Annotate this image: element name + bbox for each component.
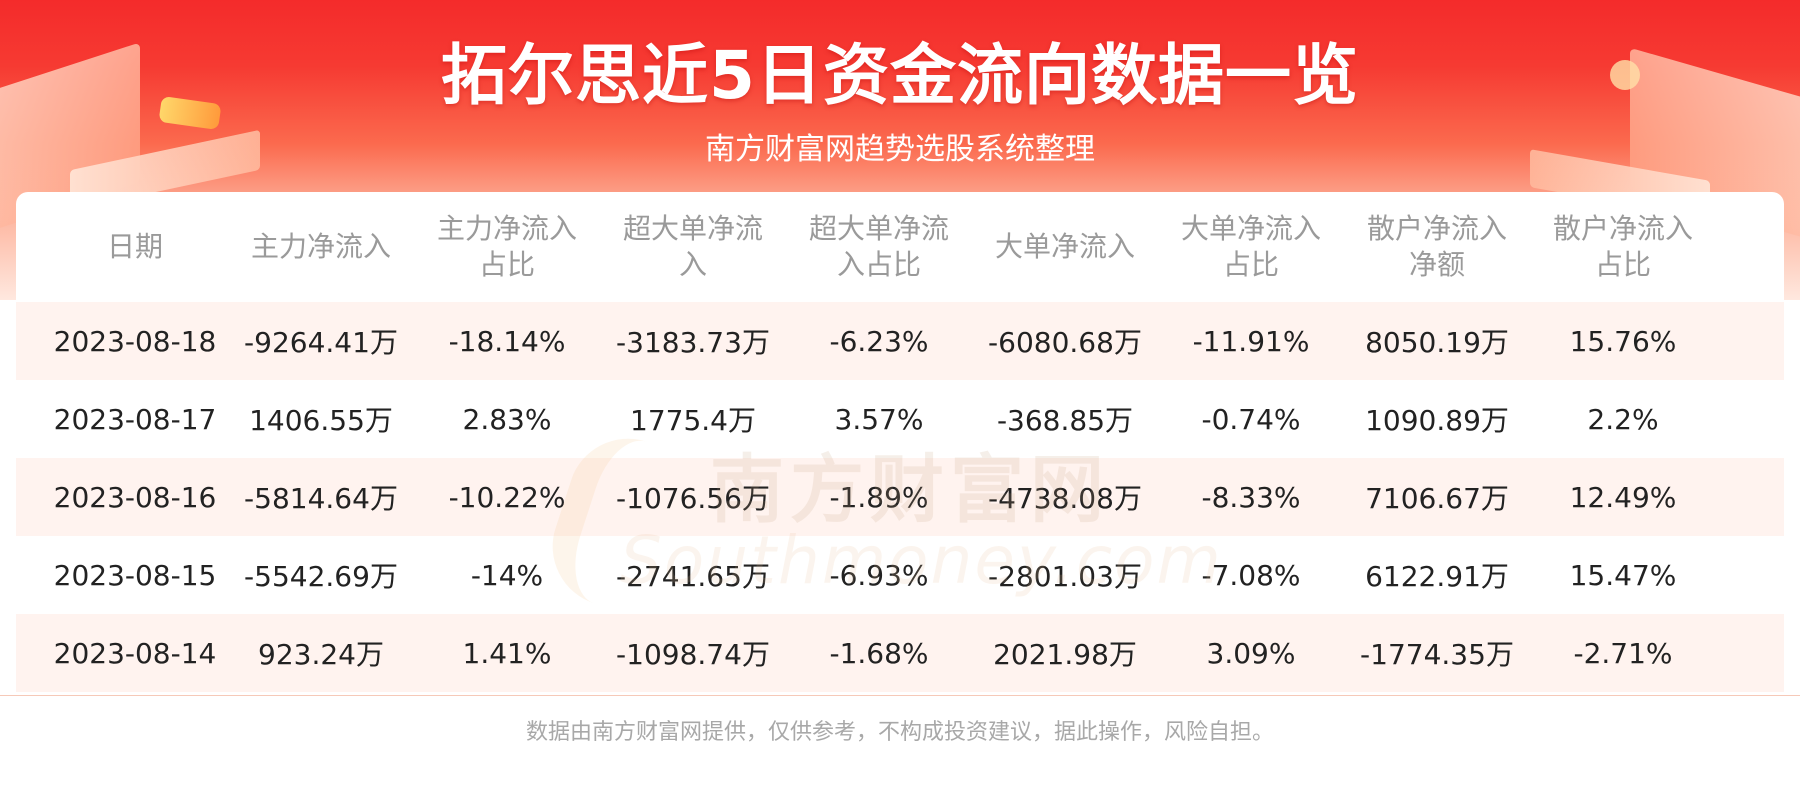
column-header: 主力净流入占比 <box>414 192 600 302</box>
value-cell: 1406.55万 <box>249 404 393 437</box>
value-cell: -3183.73万 <box>616 326 770 359</box>
column-header: 散户净流入占比 <box>1530 192 1716 302</box>
value-cell: 2.2% <box>1587 402 1659 436</box>
data-table: 日期 主力净流入 主力净流入占比 超大单净流入 超大单净流入占比 大单净流入 大单净流入占比… <box>16 192 1784 696</box>
value-cell: 1.41% <box>462 636 552 670</box>
column-header-label: 超大单净流入占比 <box>808 212 949 281</box>
value-cell: -1774.35万 <box>1360 638 1514 671</box>
value-cell: -6.93% <box>829 558 929 592</box>
value-cell: -4738.08万 <box>988 482 1142 515</box>
value-cell: -368.85万 <box>996 404 1134 437</box>
value-cell: -5542.69万 <box>244 560 398 593</box>
column-header-label: 日期 <box>106 230 163 263</box>
column-header: 大单净流入占比 <box>1158 192 1344 302</box>
column-header-label: 主力净流入 <box>250 230 391 263</box>
decoration-right <box>1610 60 1640 90</box>
value-cell: 1090.89万 <box>1365 404 1509 437</box>
value-cell: -6080.68万 <box>988 326 1142 359</box>
date-cell: 2023-08-16 <box>53 480 217 514</box>
date-cell: 2023-08-17 <box>53 402 217 436</box>
date-cell: 2023-08-15 <box>53 558 217 592</box>
column-header-label: 散户净流入占比 <box>1552 212 1693 281</box>
value-cell: -2741.65万 <box>616 560 770 593</box>
value-cell: -0.74% <box>1201 402 1301 436</box>
value-cell: 2.83% <box>462 402 552 436</box>
value-cell: -6.23% <box>829 324 929 358</box>
page-title: 拓尔思近5日资金流向数据一览 <box>441 37 1359 114</box>
table-row: 2023-08-18 -9264.41万 -18.14% -3183.73万 -6.23… <box>16 302 1784 380</box>
footer-disclaimer: 数据由南方财富网提供，仅供参考，不构成投资建议，据此操作，风险自担。 <box>525 720 1274 745</box>
value-cell: 3.57% <box>834 402 924 436</box>
column-header: 超大单净流入占比 <box>786 192 972 302</box>
column-header: 日期 <box>42 192 228 302</box>
value-cell: -1.89% <box>829 480 929 514</box>
value-cell: -18.14% <box>448 324 566 358</box>
table-row: 2023-08-15 -5542.69万 -14% -2741.65万 -6.93% -2… <box>16 536 1784 614</box>
value-cell: -11.91% <box>1192 324 1310 358</box>
column-header-label: 大单净流入占比 <box>1180 212 1321 281</box>
table-row: 2023-08-14 923.24万 1.41% -1098.74万 -1.68% 202… <box>16 614 1784 692</box>
page-subtitle: 南方财富网趋势选股系统整理 <box>705 132 1095 167</box>
column-header-label: 超大单净流入 <box>622 212 763 281</box>
date-cell: 2023-08-14 <box>53 636 217 670</box>
column-header-label: 主力净流入占比 <box>436 212 577 281</box>
value-cell: 1775.4万 <box>630 404 756 437</box>
table-row: 2023-08-17 1406.55万 2.83% 1775.4万 3.57% -368.… <box>16 380 1784 458</box>
value-cell: 15.76% <box>1569 324 1677 358</box>
value-cell: 2021.98万 <box>993 638 1137 671</box>
value-cell: 7106.67万 <box>1365 482 1509 515</box>
value-cell: -2.71% <box>1573 636 1673 670</box>
value-cell: -7.08% <box>1201 558 1301 592</box>
value-cell: 8050.19万 <box>1365 326 1509 359</box>
value-cell: -1.68% <box>829 636 929 670</box>
value-cell: -9264.41万 <box>244 326 398 359</box>
value-cell: 15.47% <box>1569 558 1677 592</box>
value-cell: -5814.64万 <box>244 482 398 515</box>
value-cell: 12.49% <box>1569 480 1677 514</box>
value-cell: -14% <box>470 558 544 592</box>
column-header: 主力净流入 <box>228 192 414 302</box>
value-cell: -8.33% <box>1201 480 1301 514</box>
column-header-label: 散户净流入净额 <box>1366 212 1507 281</box>
value-cell: 6122.91万 <box>1365 560 1509 593</box>
value-cell: 3.09% <box>1206 636 1296 670</box>
table-row: 2023-08-16 -5814.64万 -10.22% -1076.56万 -1.89… <box>16 458 1784 536</box>
column-header: 大单净流入 <box>972 192 1158 302</box>
value-cell: 923.24万 <box>258 638 384 671</box>
date-cell: 2023-08-18 <box>53 324 217 358</box>
column-header: 超大单净流入 <box>600 192 786 302</box>
column-header-label: 大单净流入 <box>994 230 1135 263</box>
value-cell: -1076.56万 <box>616 482 770 515</box>
value-cell: -10.22% <box>448 480 566 514</box>
footer-divider <box>0 695 1800 696</box>
table-header: 日期 主力净流入 主力净流入占比 超大单净流入 超大单净流入占比 大单净流入 大单净流入占比… <box>16 192 1784 302</box>
value-cell: -2801.03万 <box>988 560 1142 593</box>
value-cell: -1098.74万 <box>616 638 770 671</box>
column-header: 散户净流入净额 <box>1344 192 1530 302</box>
